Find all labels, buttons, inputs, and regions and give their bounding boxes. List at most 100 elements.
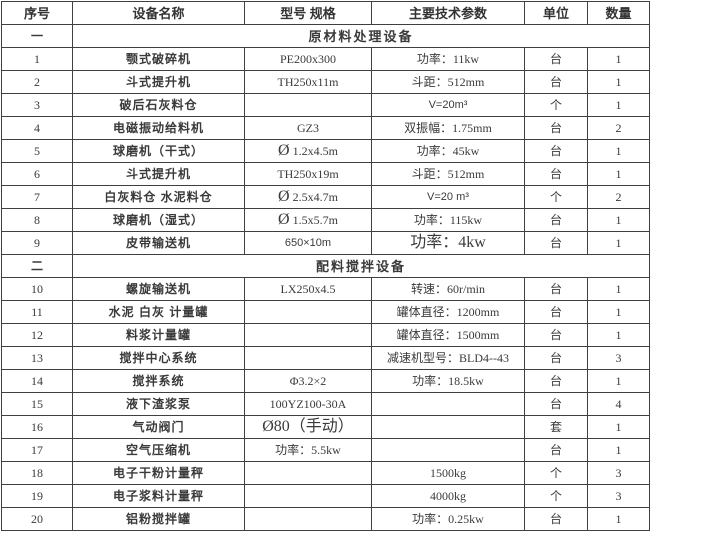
serial-cell: 18 — [1, 461, 73, 485]
equipment-row: 10 螺旋输送机 LX250x4.5 转速：60r/min 台 1 — [1, 277, 650, 301]
quantity-cell: 1 — [587, 415, 650, 439]
header-name: 设备名称 — [72, 1, 245, 25]
tech-param-cell: 减速机型号：BLD4--43 — [371, 346, 525, 370]
equipment-row: 8 球磨机（湿式） Ø 1.5x5.7m 功率：115kw 台 1 — [1, 208, 650, 232]
model-spec-cell: 100YZ100-30A — [244, 392, 372, 416]
unit-cell: 台 — [524, 392, 588, 416]
model-spec-cell: Ø 1.2x4.5m — [244, 139, 372, 163]
equipment-name-cell: 皮带输送机 — [72, 231, 245, 255]
serial-cell: 20 — [1, 507, 73, 531]
tech-param-cell: 转速：60r/min — [371, 277, 525, 301]
header-model-spec: 型号 规格 — [244, 1, 372, 25]
tech-param-cell: 1500kg — [371, 461, 525, 485]
serial-cell: 6 — [1, 162, 73, 186]
equipment-name-cell: 搅拌系统 — [72, 369, 245, 393]
equipment-name-cell: 电子干粉计量秤 — [72, 461, 245, 485]
section-row: 一原材料处理设备 — [1, 24, 650, 48]
quantity-cell: 1 — [587, 323, 650, 347]
quantity-cell: 1 — [587, 277, 650, 301]
equipment-name-cell: 白灰料仓 水泥料仓 — [72, 185, 245, 209]
model-spec-cell: LX250x4.5 — [244, 277, 372, 301]
quantity-cell: 1 — [587, 47, 650, 71]
tech-param-cell — [371, 438, 525, 462]
quantity-cell: 1 — [587, 139, 650, 163]
unit-cell: 台 — [524, 507, 588, 531]
model-spec-cell: GZ3 — [244, 116, 372, 140]
unit-cell: 台 — [524, 438, 588, 462]
model-spec-cell: TH250x19m — [244, 162, 372, 186]
equipment-name-cell: 球磨机（湿式） — [72, 208, 245, 232]
serial-cell: 10 — [1, 277, 73, 301]
equipment-row: 5 球磨机（干式） Ø 1.2x4.5m 功率：45kw 台 1 — [1, 139, 650, 163]
model-spec-cell: Ø 2.5x4.7m — [244, 185, 372, 209]
model-spec-cell — [244, 323, 372, 347]
model-spec-cell: Φ3.2×2 — [244, 369, 372, 393]
serial-cell: 17 — [1, 438, 73, 462]
serial-cell: 14 — [1, 369, 73, 393]
section-title-cell: 原材料处理设备 — [72, 24, 650, 48]
serial-cell: 9 — [1, 231, 73, 255]
unit-cell: 台 — [524, 277, 588, 301]
equipment-row: 4 电磁振动给料机 GZ3 双振幅：1.75mm 台 2 — [1, 116, 650, 140]
equipment-name-cell: 料浆计量罐 — [72, 323, 245, 347]
model-spec-cell: Ø80（手动） — [244, 415, 372, 439]
tech-param-cell: V=20 m³ — [371, 185, 525, 209]
equipment-row: 19 电子浆料计量秤 4000kg 个 3 — [1, 484, 650, 508]
equipment-name-cell: 颚式破碎机 — [72, 47, 245, 71]
serial-cell: 7 — [1, 185, 73, 209]
model-spec-cell: 650×10m — [244, 231, 372, 255]
section-row: 二配料搅拌设备 — [1, 254, 650, 278]
tech-param-cell — [371, 415, 525, 439]
equipment-name-cell: 斗式提升机 — [72, 70, 245, 94]
equipment-row: 9 皮带输送机 650×10m 功率：4kw 台 1 — [1, 231, 650, 255]
unit-cell: 套 — [524, 415, 588, 439]
unit-cell: 台 — [524, 70, 588, 94]
serial-cell: 2 — [1, 70, 73, 94]
unit-cell: 个 — [524, 484, 588, 508]
tech-param-cell: 功率：0.25kw — [371, 507, 525, 531]
serial-cell: 1 — [1, 47, 73, 71]
tech-param-cell: 斗距：512mm — [371, 162, 525, 186]
unit-cell: 个 — [524, 461, 588, 485]
header-serial: 序号 — [1, 1, 73, 25]
quantity-cell: 2 — [587, 116, 650, 140]
tech-param-cell: 4000kg — [371, 484, 525, 508]
equipment-row: 6 斗式提升机 TH250x19m 斗距：512mm 台 1 — [1, 162, 650, 186]
serial-cell: 8 — [1, 208, 73, 232]
equipment-name-cell: 铝粉搅拌罐 — [72, 507, 245, 531]
unit-cell: 台 — [524, 300, 588, 324]
serial-cell: 13 — [1, 346, 73, 370]
equipment-name-cell: 斗式提升机 — [72, 162, 245, 186]
unit-cell: 台 — [524, 231, 588, 255]
equipment-row: 11 水泥 白灰 计量罐 罐体直径：1200mm 台 1 — [1, 300, 650, 324]
quantity-cell: 1 — [587, 369, 650, 393]
quantity-cell: 1 — [587, 208, 650, 232]
equipment-name-cell: 螺旋输送机 — [72, 277, 245, 301]
model-spec-cell — [244, 461, 372, 485]
equipment-name-cell: 电子浆料计量秤 — [72, 484, 245, 508]
tech-param-cell: 罐体直径：1200mm — [371, 300, 525, 324]
model-spec-cell: PE200x300 — [244, 47, 372, 71]
equipment-name-cell: 液下渣浆泵 — [72, 392, 245, 416]
model-spec-cell — [244, 93, 372, 117]
equipment-name-cell: 空气压缩机 — [72, 438, 245, 462]
equipment-row: 1 颚式破碎机 PE200x300 功率：11kw 台 1 — [1, 47, 650, 71]
equipment-name-cell: 气动阀门 — [72, 415, 245, 439]
equipment-row: 17 空气压缩机 功率：5.5kw 台 1 — [1, 438, 650, 462]
serial-cell: 19 — [1, 484, 73, 508]
unit-cell: 台 — [524, 47, 588, 71]
equipment-row: 18 电子干粉计量秤 1500kg 个 3 — [1, 461, 650, 485]
equipment-name-cell: 搅拌中心系统 — [72, 346, 245, 370]
tech-param-cell: 功率：115kw — [371, 208, 525, 232]
tech-param-cell: 斗距：512mm — [371, 70, 525, 94]
unit-cell: 台 — [524, 369, 588, 393]
model-spec-cell — [244, 484, 372, 508]
tech-param-cell: 功率：45kw — [371, 139, 525, 163]
serial-cell: 16 — [1, 415, 73, 439]
unit-cell: 个 — [524, 185, 588, 209]
quantity-cell: 2 — [587, 185, 650, 209]
model-spec-cell: TH250x11m — [244, 70, 372, 94]
serial-cell: 5 — [1, 139, 73, 163]
model-spec-cell — [244, 300, 372, 324]
header-unit: 单位 — [524, 1, 588, 25]
